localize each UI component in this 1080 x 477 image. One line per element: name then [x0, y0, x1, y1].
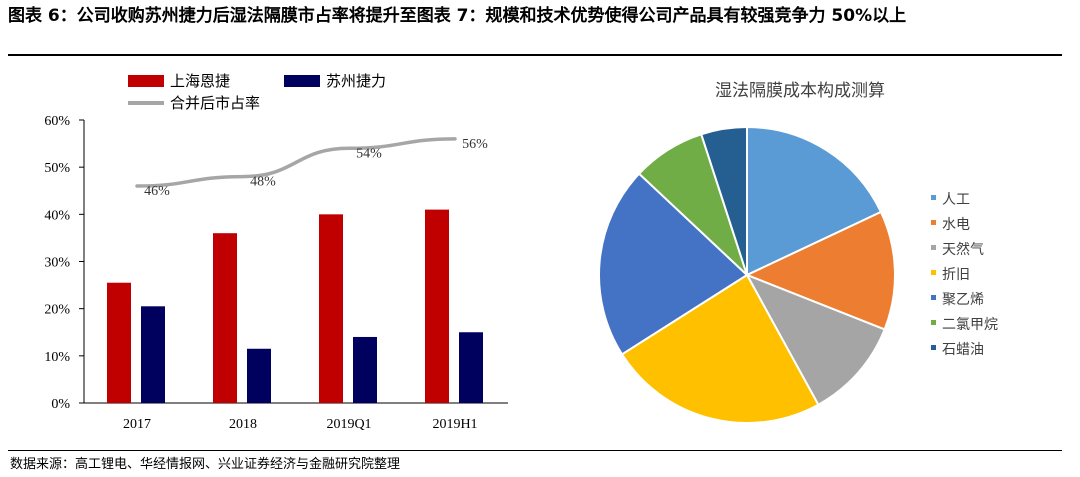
pie-legend-swatch	[931, 270, 936, 275]
bar-shanghai-energy	[107, 282, 131, 403]
pie-legend-label: 聚乙烯	[942, 292, 984, 308]
line-data-label: 46%	[144, 184, 170, 199]
bar-chart-line: 46% 48% 54% 56%	[135, 137, 488, 199]
bar-suzhou-jieli	[141, 306, 165, 403]
pie-legend-swatch	[931, 295, 936, 300]
x-tick-label: 2017	[123, 417, 151, 432]
bar-chart-bars	[107, 209, 483, 403]
line-data-label: 48%	[250, 175, 276, 190]
bar-suzhou-jieli	[353, 336, 377, 403]
legend-swatch	[284, 75, 320, 87]
pie-legend-label: 水电	[942, 217, 970, 233]
pie-legend-label: 二氯甲烷	[942, 317, 998, 333]
y-tick-label: 20%	[44, 303, 70, 318]
pie-slice	[746, 125, 883, 277]
bar-shanghai-energy	[319, 214, 343, 403]
pie-legend-label: 折旧	[942, 267, 970, 283]
y-tick-label: 30%	[44, 256, 70, 271]
top-rule	[8, 54, 1062, 56]
combined-share-line	[135, 137, 457, 188]
legend-swatch	[128, 75, 164, 87]
bar-suzhou-jieli	[459, 332, 483, 403]
x-tick-label: 2019H1	[432, 417, 477, 432]
y-tick-label: 60%	[44, 114, 70, 129]
bar-chart-x-axis: 2017 2018 2019Q1 2019H1	[123, 417, 478, 432]
pie-legend-label: 石蜡油	[942, 342, 984, 358]
pie-legend-label: 人工	[942, 192, 970, 208]
pie-legend-swatch	[931, 195, 936, 200]
y-tick-label: 0%	[51, 397, 70, 412]
bar-shanghai-energy	[425, 209, 449, 403]
x-tick-label: 2018	[229, 417, 257, 432]
bar-suzhou-jieli	[247, 348, 271, 403]
y-tick-label: 40%	[44, 208, 70, 223]
figure-header: 图表 6：公司收购苏州捷力后湿法隔膜市占率将提升至图表 7：规模和技术优势使得公…	[8, 4, 1068, 29]
y-tick-label: 50%	[44, 161, 70, 176]
legend-label: 苏州捷力	[326, 72, 386, 90]
pie-title: 湿法隔膜成本构成测算	[715, 81, 885, 101]
source-note: 数据来源：高工锂电、华经情报网、兴业证券经济与金融研究院整理	[10, 457, 401, 472]
pie-slice	[744, 210, 896, 331]
line-data-label: 56%	[462, 137, 488, 152]
pie-slice	[620, 273, 820, 424]
legend-label: 合并后市占率	[170, 94, 260, 112]
y-tick-label: 10%	[44, 350, 70, 365]
bottom-rule	[8, 450, 1062, 451]
bar-chart-y-axis: 0% 10% 20% 30% 40% 50% 60%	[44, 114, 508, 412]
pie-slice	[744, 273, 886, 407]
x-tick-label: 2019Q1	[326, 417, 371, 432]
pie-slices	[598, 125, 896, 424]
pie-slice	[598, 172, 749, 356]
figure-title: 图表 6：公司收购苏州捷力后湿法隔膜市占率将提升至图表 7：规模和技术优势使得公…	[8, 6, 907, 26]
legend-label: 上海恩捷	[170, 72, 230, 90]
pie-legend-swatch	[931, 220, 936, 225]
pie-legend-swatch	[931, 245, 936, 250]
pie-slice	[700, 125, 748, 276]
line-data-label: 54%	[356, 146, 382, 161]
bar-shanghai-energy	[213, 233, 237, 403]
pie-legend-label: 天然气	[942, 241, 984, 258]
pie-legend-swatch	[931, 345, 936, 350]
pie-legend-swatch	[931, 320, 936, 325]
